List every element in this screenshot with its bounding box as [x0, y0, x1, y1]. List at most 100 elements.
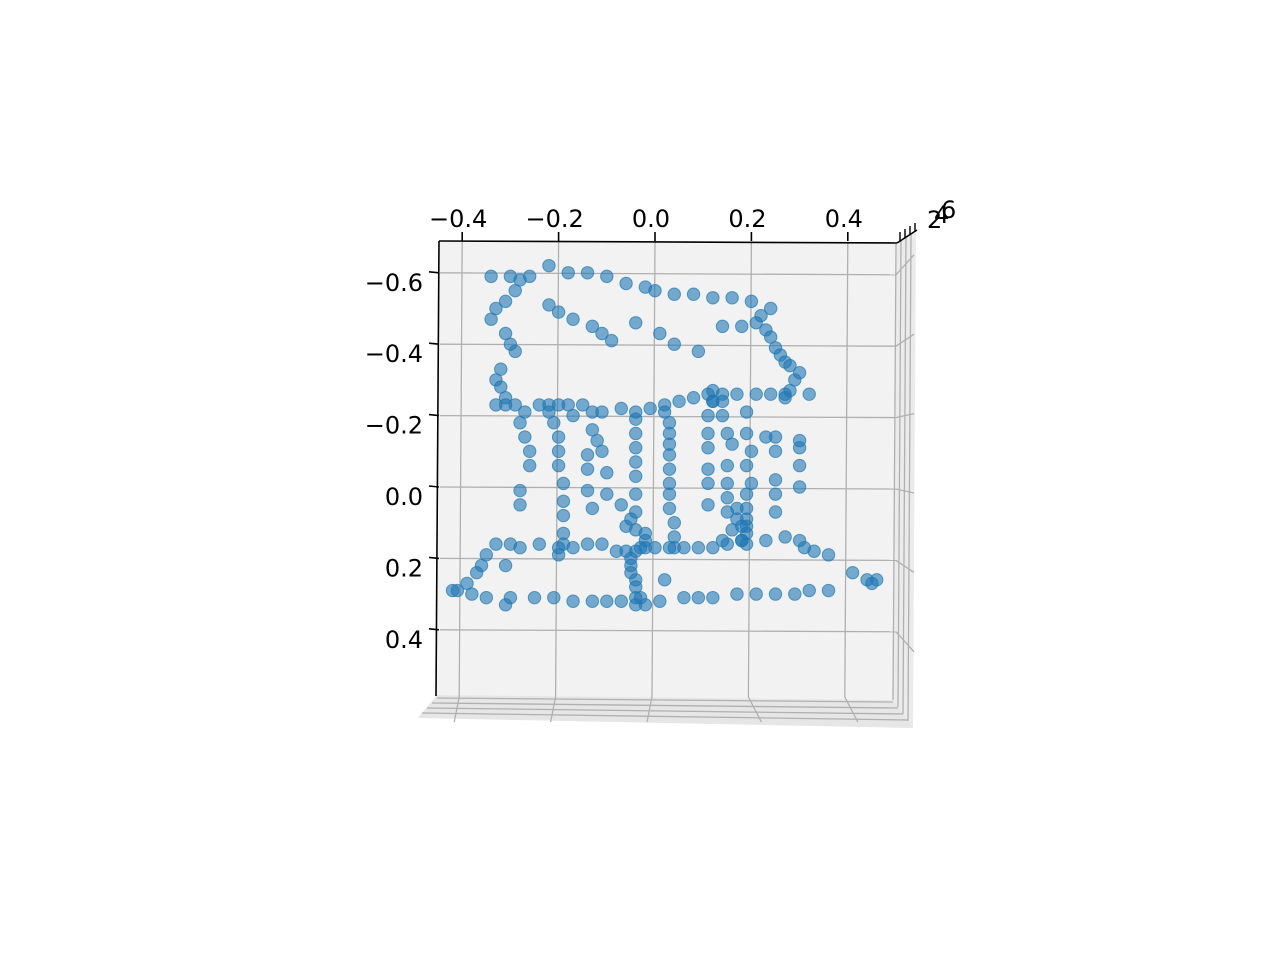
y-tick-mark: [428, 485, 440, 488]
scatter-point: [701, 498, 715, 512]
scatter-point: [744, 294, 759, 309]
y-gridline: [439, 629, 897, 633]
floor-edge-line: [436, 697, 894, 703]
scatter-point: [792, 480, 807, 494]
scatter-point: [667, 516, 681, 530]
scatter-point: [566, 408, 580, 423]
y-tick-label: 0.4: [385, 626, 423, 654]
x-tick-label: −0.4: [429, 205, 487, 233]
scatter-point: [498, 558, 513, 573]
scatter-point: [580, 462, 595, 476]
scatter-point: [730, 587, 744, 601]
scatter-point: [600, 594, 614, 608]
scatter-point: [566, 312, 580, 326]
scatter-point: [691, 590, 706, 605]
x-tick-label: 0.2: [728, 205, 766, 233]
scatter-point: [551, 305, 566, 319]
scatter-point: [566, 540, 580, 555]
scatter-point: [821, 548, 836, 562]
scatter-point: [629, 441, 643, 455]
scatter-point: [513, 416, 527, 430]
scatter-point: [802, 583, 816, 598]
scatter-point: [498, 598, 513, 612]
scatter-point: [739, 426, 754, 441]
scatter-point: [768, 430, 783, 444]
scatter-point: [739, 405, 754, 419]
scatter-point: [701, 426, 715, 441]
scatter-point: [662, 501, 677, 516]
x-tick-label: −0.2: [525, 205, 583, 233]
scatter-point: [768, 444, 783, 458]
scatter-point: [677, 540, 691, 555]
scatter-point: [720, 458, 734, 473]
scatter-point: [469, 565, 484, 580]
scatter-point: [498, 294, 513, 309]
z-tick-label: 6: [941, 196, 956, 224]
scatter-point: [600, 269, 614, 284]
scatter-point: [768, 473, 783, 487]
scatter-point: [706, 540, 720, 555]
scatter-point: [600, 466, 614, 480]
x-gridline: [458, 241, 463, 698]
scatter-point: [749, 387, 763, 401]
scatter-point: [662, 540, 677, 555]
scatter-point: [580, 537, 595, 551]
floor-edge-line: [421, 712, 909, 721]
side-edge-line: [902, 237, 907, 715]
scatter-point: [792, 458, 807, 473]
scatter-point: [672, 394, 686, 409]
scatter-point: [619, 519, 633, 533]
scatter-point: [768, 587, 783, 601]
y-tick-mark: [428, 271, 440, 274]
scatter-point: [754, 308, 768, 323]
scatter-point: [547, 416, 561, 430]
scatter-point: [585, 319, 600, 334]
scatter-point: [720, 537, 734, 551]
scatter-point: [686, 391, 701, 405]
z-tick-label: 4: [934, 201, 949, 229]
scatter-point: [715, 408, 730, 423]
scatter-point: [706, 590, 720, 605]
scatter-point: [715, 319, 730, 334]
scatter-point: [788, 587, 802, 601]
scatter-point: [484, 312, 498, 326]
x-tick-label: 0.4: [825, 205, 863, 233]
scatter-point: [445, 583, 460, 598]
scatter-point: [778, 387, 792, 401]
y-tick-label: −0.4: [365, 340, 423, 368]
side-edge-line: [897, 240, 902, 708]
y-axis-line: [435, 240, 440, 697]
scatter-point: [865, 576, 879, 591]
scatter-point: [604, 333, 619, 348]
floor-edge-line: [426, 707, 904, 715]
scatter-point: [667, 287, 681, 301]
scatter-point: [629, 412, 643, 426]
scatter-point: [595, 326, 609, 341]
scatter-point: [759, 533, 773, 548]
scatter-point: [633, 590, 648, 605]
scatter-point: [580, 448, 595, 462]
scatter-point: [629, 487, 643, 501]
z-tick-label: 2: [927, 206, 942, 234]
scatter-point: [725, 437, 739, 451]
y-tick-label: 0.2: [385, 554, 423, 582]
scatter-point: [556, 476, 571, 491]
scatter-point: [551, 430, 566, 444]
scatter-point: [556, 508, 571, 523]
scatter-point: [691, 540, 706, 555]
scatter-point: [556, 494, 571, 508]
scatter-point: [566, 594, 580, 608]
scatter-point: [551, 548, 566, 562]
y-tick-label: 0.0: [385, 483, 423, 511]
scatter-point: [518, 430, 532, 444]
scatter-point: [739, 537, 754, 551]
x-gridline: [844, 241, 849, 698]
scatter-point: [821, 583, 836, 598]
scatter-point: [513, 540, 527, 555]
scatter-point: [522, 444, 537, 458]
scatter-point: [542, 258, 556, 273]
floor-gridline: [453, 696, 460, 723]
scatter-point: [643, 401, 657, 416]
